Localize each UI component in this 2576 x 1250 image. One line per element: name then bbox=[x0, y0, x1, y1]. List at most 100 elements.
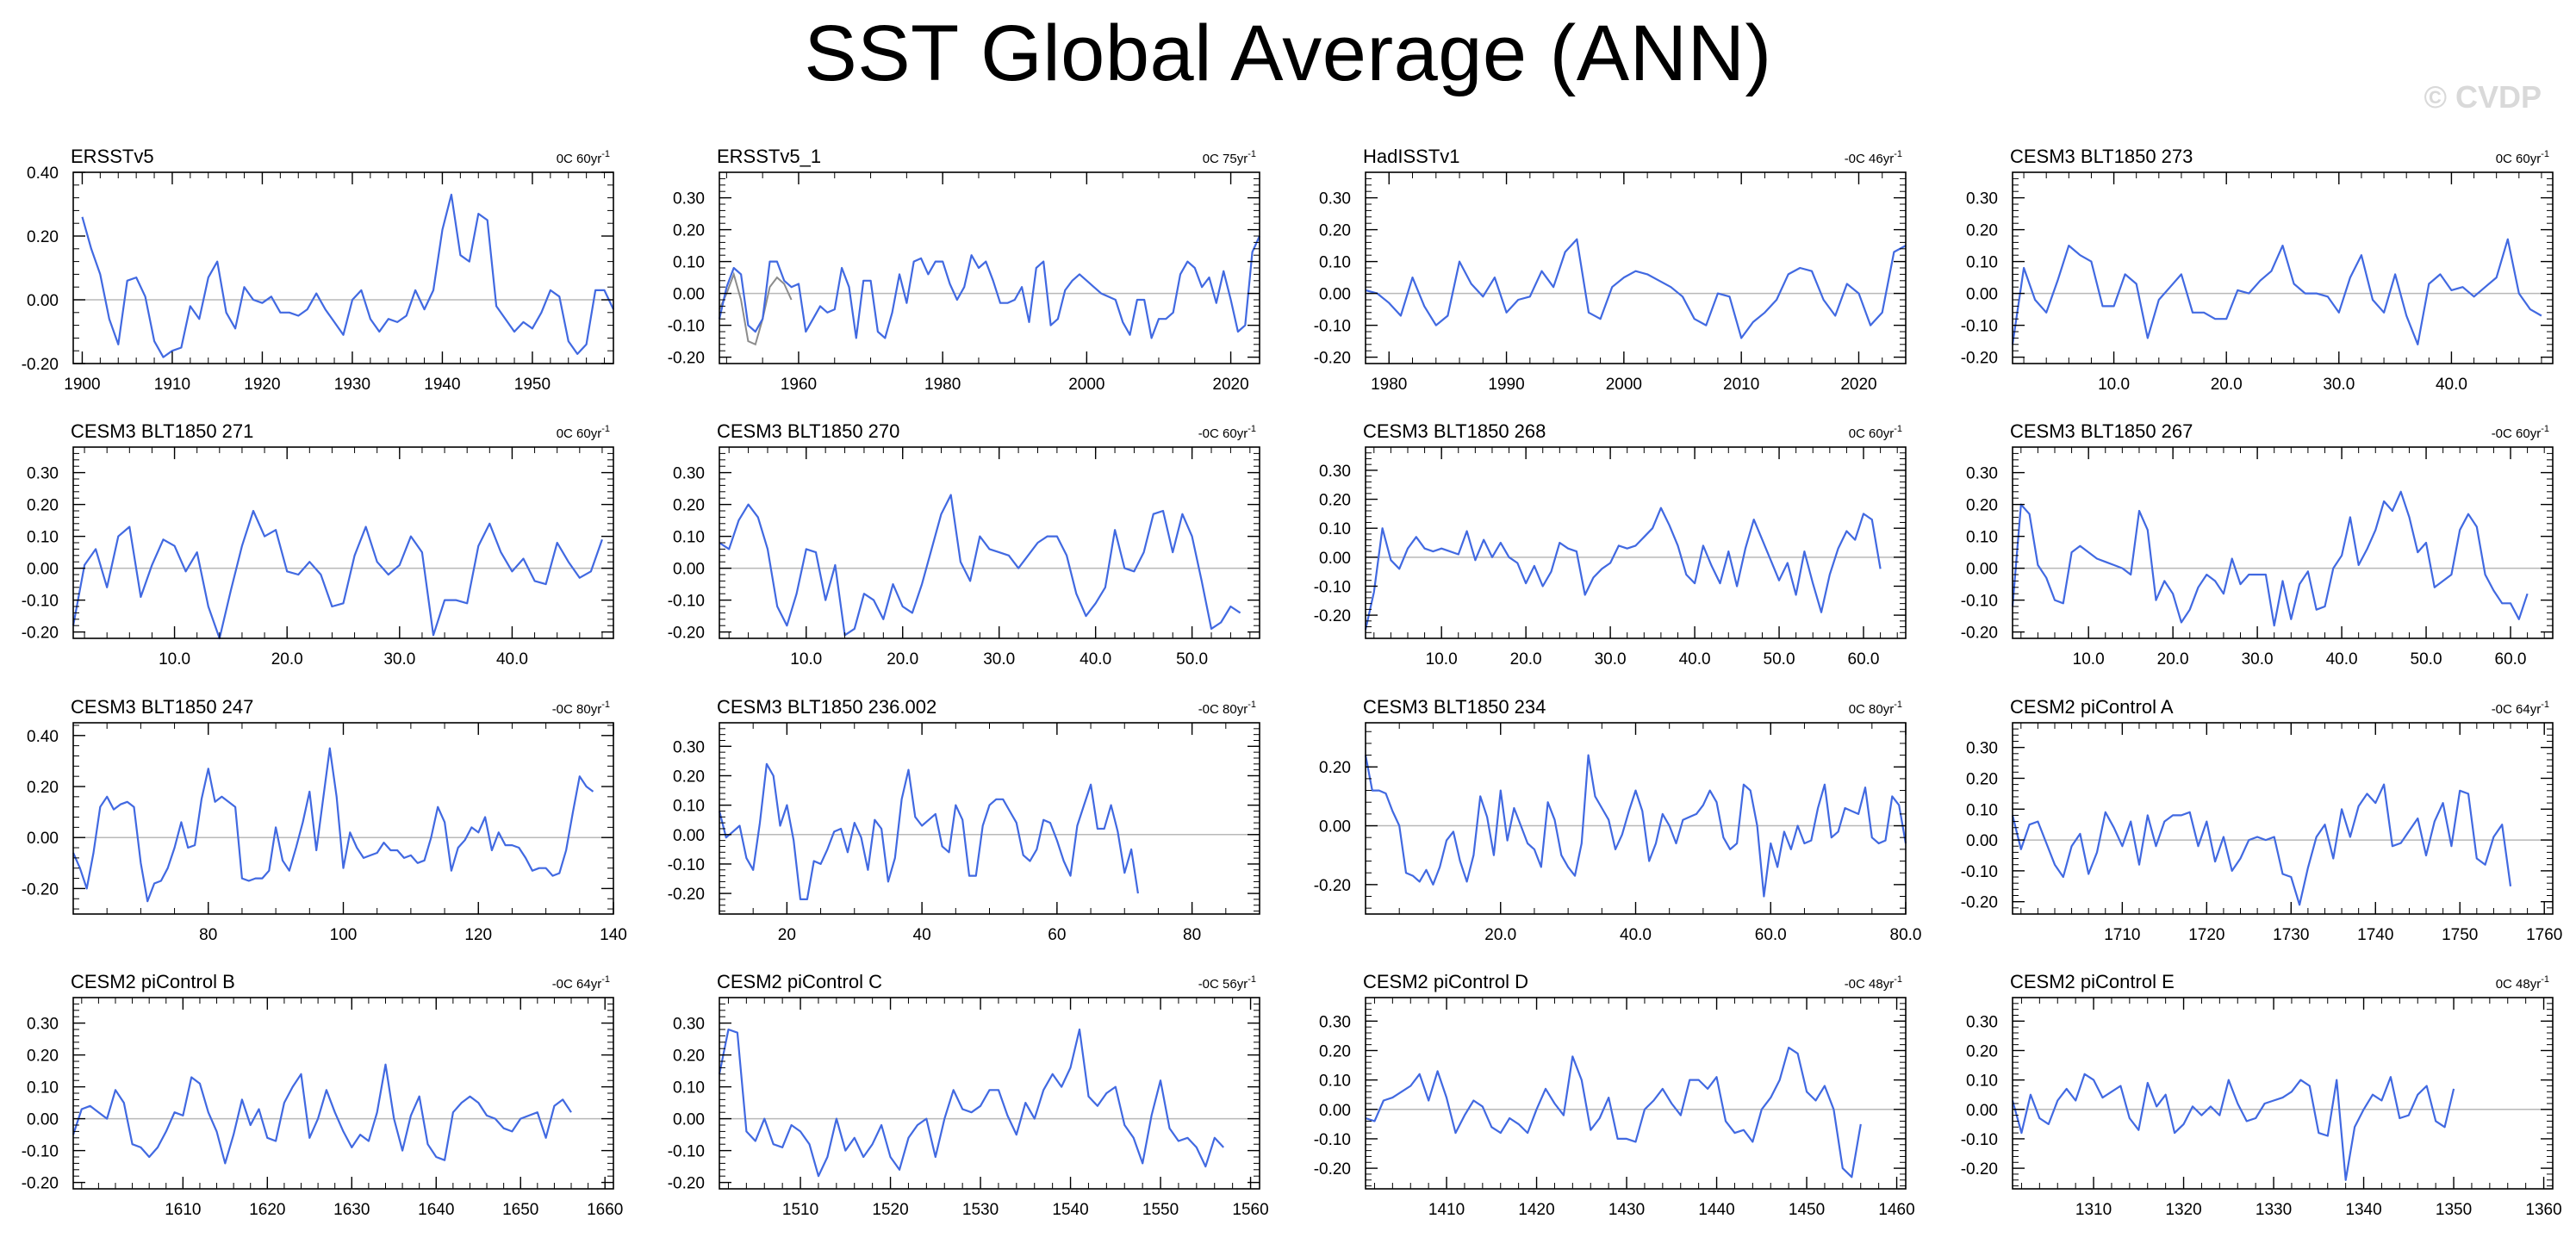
y-tick-label: 0.20 bbox=[673, 222, 705, 240]
y-tick-label: 0.00 bbox=[673, 1111, 705, 1129]
chart-panel-10: 20 40 60 80 -0.20 -0.10 0.00 0.10 0.20 0.30 CESM3 … bbox=[668, 696, 1260, 944]
trend-exponent: -1 bbox=[1894, 974, 1902, 985]
y-tick-label: -0.10 bbox=[668, 593, 705, 611]
plot-frame bbox=[1365, 997, 1907, 1190]
panel-title: CESM3 BLT1850 273 bbox=[2010, 146, 2193, 167]
x-tick-label: 1990 bbox=[1488, 376, 1524, 394]
panel-title: CESM3 BLT1850 271 bbox=[71, 420, 253, 442]
x-tick-label: 2020 bbox=[1212, 376, 1248, 394]
series-line bbox=[2011, 783, 2512, 906]
y-tick-label: 0.00 bbox=[27, 830, 59, 848]
series-line bbox=[1365, 238, 1907, 339]
y-tick-label: -0.10 bbox=[1314, 578, 1351, 596]
watermark: © CVDP bbox=[2424, 79, 2542, 115]
y-tick-label: 0.10 bbox=[673, 529, 705, 547]
trend-value: -0C 56yr bbox=[1198, 977, 1248, 992]
series-line bbox=[72, 747, 594, 903]
panel-title: CESM2 piControl C bbox=[717, 971, 882, 992]
y-tick-label: 0.00 bbox=[673, 286, 705, 304]
plot-frame bbox=[1365, 171, 1907, 364]
y-tick-label: 0.10 bbox=[673, 254, 705, 272]
y-tick-label: -0.20 bbox=[668, 350, 705, 368]
x-tick-label: 60 bbox=[1048, 926, 1066, 944]
x-tick-label: 2000 bbox=[1606, 376, 1642, 394]
y-tick-label: 0.10 bbox=[27, 529, 59, 547]
series-line bbox=[1364, 507, 1882, 631]
y-tick-label: 0.10 bbox=[1966, 254, 1998, 272]
y-tick-label: 0.10 bbox=[1966, 801, 1998, 819]
panel-title: ERSSTv5_1 bbox=[717, 146, 821, 167]
y-tick-label: 0.20 bbox=[27, 497, 59, 515]
x-tick-label: 80.0 bbox=[1890, 926, 1922, 944]
x-tick-label: 1750 bbox=[2442, 926, 2478, 944]
y-tick-label: 0.00 bbox=[673, 827, 705, 845]
x-tick-label: 1460 bbox=[1878, 1201, 1914, 1219]
trend-value: -0C 46yr bbox=[1845, 152, 1895, 166]
y-tick-label: 0.10 bbox=[1966, 1073, 1998, 1091]
y-tick-label: 0.00 bbox=[1966, 1102, 1998, 1120]
trend-exponent: -1 bbox=[1248, 149, 1256, 159]
chart-panel-7: 10.0 20.0 30.0 40.0 50.0 60.0 -0.20 -0.10 0.00 0.… bbox=[1314, 420, 1907, 669]
y-tick-label: 0.30 bbox=[1966, 190, 1998, 208]
x-tick-label: 1440 bbox=[1698, 1201, 1734, 1219]
trend-exponent: -1 bbox=[601, 149, 610, 159]
chart-panel-12: 1710 1720 1730 1740 1750 1760 -0.20 -0.10 0.00 0.… bbox=[1961, 696, 2563, 944]
trend-value: -0C 80yr bbox=[1198, 702, 1248, 717]
y-tick-label: 0.30 bbox=[1319, 1013, 1351, 1031]
y-tick-label: -0.20 bbox=[668, 886, 705, 904]
chart-panel-11: 20.0 40.0 60.0 80.0 -0.20 0.00 0.20 CESM3 BLT18… bbox=[1314, 696, 1922, 944]
series-line bbox=[1365, 1046, 1862, 1178]
x-tick-label: 1980 bbox=[924, 376, 961, 394]
x-tick-label: 1710 bbox=[2104, 926, 2140, 944]
y-tick-label: -0.20 bbox=[1961, 1160, 1998, 1178]
x-tick-label: 40.0 bbox=[1679, 650, 1711, 669]
x-tick-label: 80 bbox=[199, 926, 217, 944]
trend-value: -0C 64yr bbox=[552, 977, 602, 992]
x-tick-label: 1540 bbox=[1052, 1201, 1088, 1219]
series-line bbox=[2011, 1073, 2455, 1181]
y-tick-label: 0.30 bbox=[1966, 740, 1998, 758]
y-tick-label: 0.00 bbox=[27, 561, 59, 579]
trend-exponent: -1 bbox=[1248, 700, 1256, 710]
y-tick-label: -0.20 bbox=[1961, 350, 1998, 368]
overlay-series-line bbox=[719, 271, 793, 346]
panel-title: CESM2 piControl B bbox=[71, 971, 235, 992]
y-tick-label: 0.00 bbox=[1966, 561, 1998, 579]
x-tick-label: 50.0 bbox=[1764, 650, 1795, 669]
chart-panel-16: 1310 1320 1330 1340 1350 1360 -0.20 -0.10 0.00 0.… bbox=[1961, 971, 2562, 1219]
x-tick-label: 1660 bbox=[587, 1201, 623, 1219]
x-tick-label: 1910 bbox=[154, 376, 190, 394]
x-tick-label: 1330 bbox=[2256, 1201, 2292, 1219]
trend-exponent: -1 bbox=[1894, 149, 1902, 159]
y-tick-label: 0.20 bbox=[1319, 492, 1351, 510]
x-tick-label: 1450 bbox=[1789, 1201, 1825, 1219]
plot-frame bbox=[2012, 722, 2554, 915]
chart-panel-5: 10.0 20.0 30.0 40.0 -0.20 -0.10 0.00 0.10 0.20 0.… bbox=[22, 420, 614, 669]
x-tick-label: 40.0 bbox=[2436, 376, 2467, 394]
trend-value: -0C 60yr bbox=[1198, 426, 1248, 441]
y-tick-label: 0.30 bbox=[27, 1016, 59, 1034]
panel-title: CESM2 piControl A bbox=[2010, 696, 2174, 718]
y-tick-label: -0.10 bbox=[668, 318, 705, 336]
trend-value: -0C 60yr bbox=[2492, 426, 2542, 441]
x-tick-label: 140 bbox=[600, 926, 627, 944]
x-tick-label: 1310 bbox=[2075, 1201, 2112, 1219]
x-tick-label: 40.0 bbox=[496, 650, 528, 669]
x-tick-label: 100 bbox=[330, 926, 358, 944]
y-tick-label: 0.10 bbox=[1319, 254, 1351, 272]
x-tick-label: 1740 bbox=[2357, 926, 2393, 944]
y-tick-label: 0.20 bbox=[1966, 1042, 1998, 1060]
panel-title: CESM3 BLT1850 236.002 bbox=[717, 696, 936, 718]
x-tick-label: 1960 bbox=[781, 376, 817, 394]
trend-exponent: -1 bbox=[2541, 424, 2549, 434]
y-tick-label: 0.10 bbox=[673, 1079, 705, 1098]
plot-frame bbox=[2012, 446, 2554, 639]
y-tick-label: -0.20 bbox=[668, 625, 705, 643]
y-tick-label: 0.10 bbox=[673, 798, 705, 816]
trend-value: 0C 48yr bbox=[2496, 977, 2542, 992]
x-tick-label: 30.0 bbox=[983, 650, 1015, 669]
y-tick-label: 0.00 bbox=[1319, 550, 1351, 568]
x-tick-label: 50.0 bbox=[1176, 650, 1208, 669]
y-tick-label: 0.20 bbox=[673, 1048, 705, 1066]
x-tick-label: 1610 bbox=[165, 1201, 201, 1219]
